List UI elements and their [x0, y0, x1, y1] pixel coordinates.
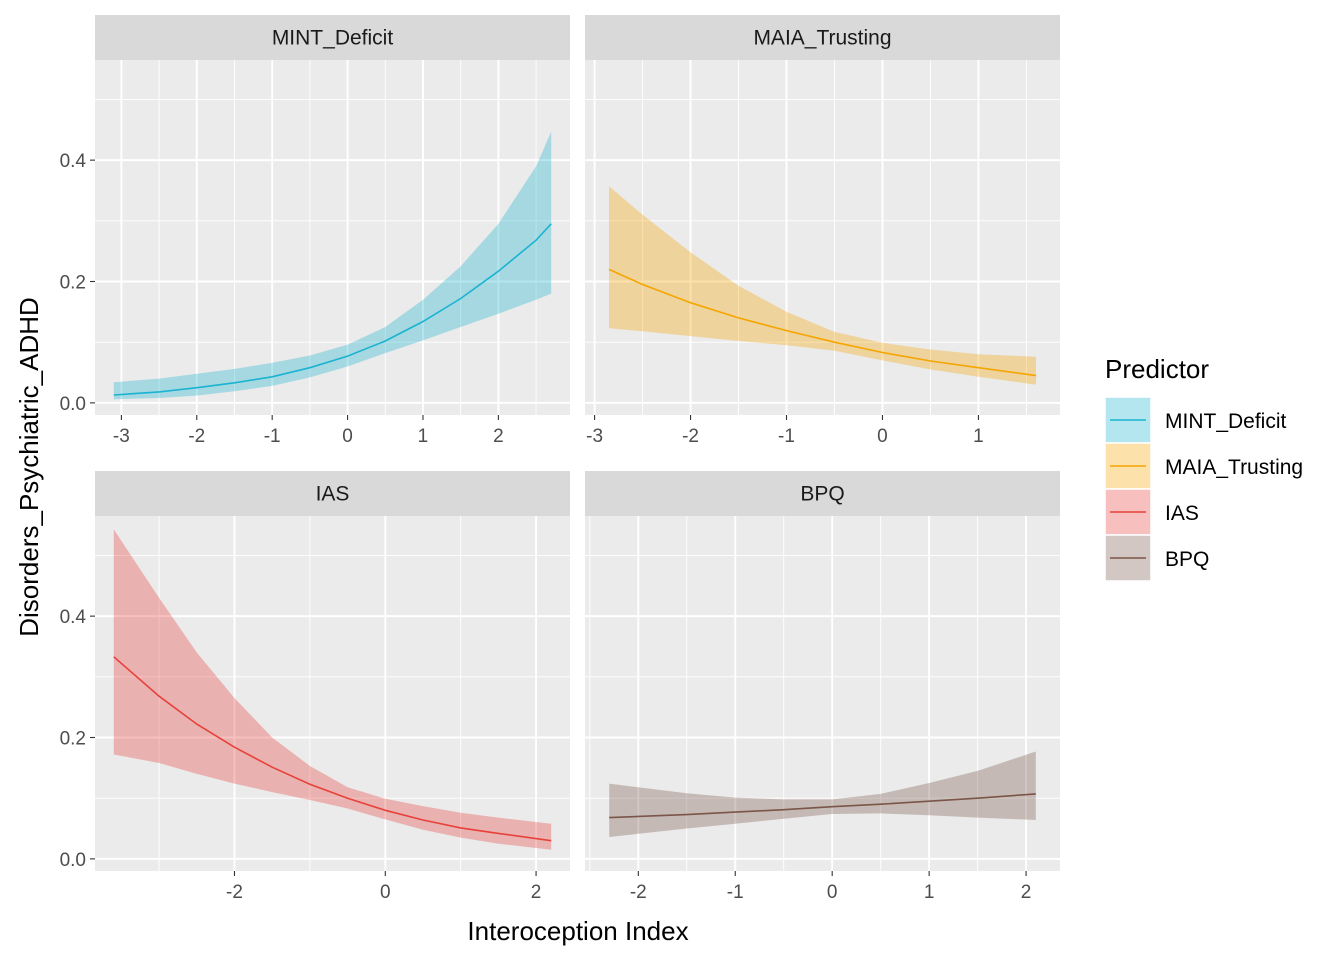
- x-axis-title: Interoception Index: [467, 916, 688, 946]
- x-tick-label: 1: [924, 882, 935, 903]
- y-tick-label: 0.0: [60, 850, 86, 871]
- fit-line-ias: [113, 656, 552, 842]
- x-tick-label: -2: [682, 426, 699, 447]
- legend-title: Predictor: [1105, 354, 1209, 384]
- x-tick-label: 1: [973, 426, 984, 447]
- strip-mint-deficit: [95, 15, 570, 60]
- confidence-band-bpq: [609, 751, 1036, 837]
- legend-label-ias: IAS: [1165, 502, 1199, 525]
- panel-background: [95, 60, 570, 415]
- legend-item-bpq: BPQ: [1104, 534, 1209, 582]
- panel-maia-trusting: MAIA_Trusting -3 -2 -1 0 1: [585, 15, 1060, 447]
- strip-bpq: [585, 471, 1060, 516]
- gridlines: [585, 60, 1060, 415]
- legend-item-ias: IAS: [1104, 488, 1199, 536]
- x-tick-label: 2: [493, 426, 504, 447]
- x-tick-label: 2: [531, 882, 542, 903]
- x-tick-label: -2: [630, 882, 647, 903]
- strip-label-bpq: BPQ: [800, 483, 844, 506]
- x-tick-label: -3: [586, 426, 603, 447]
- gridlines: [95, 60, 570, 415]
- legend-label-mint-deficit: MINT_Deficit: [1165, 410, 1287, 433]
- gridlines: [585, 516, 1060, 871]
- x-tick-label: -1: [727, 882, 744, 903]
- fit-line-mint-deficit: [113, 223, 552, 396]
- x-tick-label: 0: [877, 426, 888, 447]
- fit-line-bpq: [609, 793, 1036, 819]
- legend-item-maia-trusting: MAIA_Trusting: [1104, 442, 1303, 490]
- x-tick-label: 0: [380, 882, 391, 903]
- strip-label-maia-trusting: MAIA_Trusting: [753, 27, 891, 50]
- panel-background: [585, 60, 1060, 415]
- y-tick-label: 0.4: [60, 607, 87, 628]
- y-tick-label: 0.2: [60, 728, 86, 749]
- strip-ias: [95, 471, 570, 516]
- y-tick-label: 0.2: [60, 272, 86, 293]
- x-tick-label: -1: [778, 426, 795, 447]
- confidence-band-mint-deficit: [113, 131, 552, 400]
- legend-label-bpq: BPQ: [1165, 548, 1209, 571]
- panel-bpq: BPQ -2 -1 0 1 2: [585, 471, 1060, 903]
- x-tick-label: 1: [418, 426, 429, 447]
- strip-label-mint-deficit: MINT_Deficit: [272, 27, 394, 50]
- panel-mint-deficit: MINT_Deficit -3 -2 -1 0 1 2 0.0 0.2 0.4: [60, 15, 570, 447]
- panel-ias: IAS -2 0 2 0.0 0.2 0.4: [60, 471, 570, 903]
- x-tick-label: -2: [226, 882, 243, 903]
- fit-line-maia-trusting: [608, 268, 1037, 377]
- panel-background: [585, 516, 1060, 871]
- gridlines: [95, 516, 570, 871]
- y-axis-title: Disorders_Psychiatric_ADHD: [14, 297, 44, 637]
- panel-background: [95, 516, 570, 871]
- x-tick-label: 2: [1021, 882, 1032, 903]
- strip-label-ias: IAS: [316, 483, 350, 506]
- legend-item-mint-deficit: MINT_Deficit: [1104, 396, 1287, 444]
- y-tick-label: 0.0: [60, 394, 86, 415]
- x-tick-label: 0: [827, 882, 838, 903]
- confidence-band-maia-trusting: [609, 186, 1036, 385]
- x-tick-label: -3: [113, 426, 130, 447]
- strip-maia-trusting: [585, 15, 1060, 60]
- legend: Predictor MINT_Deficit MAIA_Trusting IAS BP…: [1104, 354, 1303, 582]
- x-tick-label: -2: [188, 426, 205, 447]
- y-tick-label: 0.4: [60, 151, 87, 172]
- legend-label-maia-trusting: MAIA_Trusting: [1165, 456, 1303, 479]
- x-tick-label: -1: [264, 426, 281, 447]
- facet-panels: MINT_Deficit -3 -2 -1 0 1 2 0.0 0.2 0.4 MAIA_Trust…: [60, 15, 1060, 903]
- confidence-band-ias: [113, 529, 552, 850]
- x-tick-label: 0: [342, 426, 353, 447]
